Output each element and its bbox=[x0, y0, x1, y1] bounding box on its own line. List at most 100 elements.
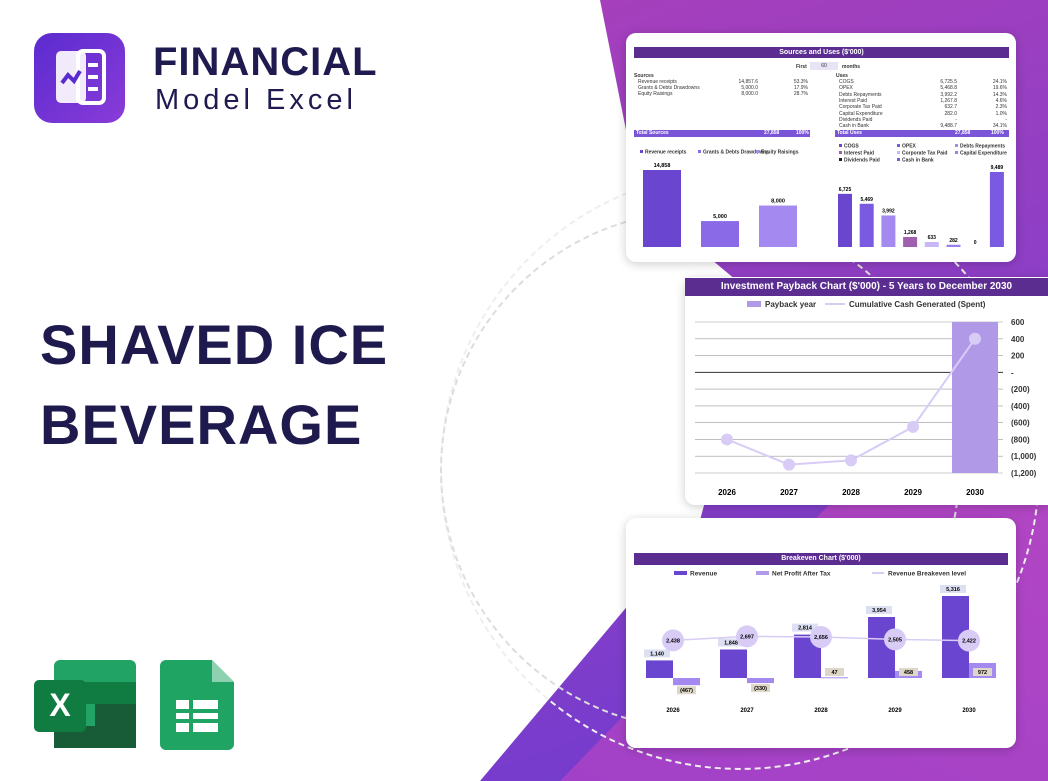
row-pct: 17.9% bbox=[793, 85, 808, 91]
y-tick-label: 200 bbox=[1011, 352, 1025, 361]
row-value: 14,857.6 bbox=[738, 79, 758, 85]
data-label: 633 bbox=[928, 235, 937, 241]
row-label: Equity Raisings bbox=[638, 91, 673, 97]
total-label: Total Uses bbox=[837, 130, 862, 136]
data-point bbox=[783, 458, 795, 471]
row-pct: 19.6% bbox=[992, 85, 1007, 92]
data-label: 5,316 bbox=[946, 587, 960, 593]
sources-heading: Sources bbox=[634, 73, 654, 79]
x-tick-label: 2029 bbox=[888, 708, 902, 714]
label-box bbox=[825, 668, 844, 676]
row-pct: 24.1% bbox=[992, 79, 1007, 85]
bar bbox=[701, 221, 739, 247]
bar bbox=[924, 241, 939, 247]
row-label: Capital Expenditure bbox=[839, 110, 883, 117]
y-tick-label: 400 bbox=[1011, 335, 1025, 344]
row-label: Dividends Paid bbox=[839, 116, 873, 123]
y-tick-label: - bbox=[1011, 368, 1014, 377]
legend-swatch bbox=[955, 144, 958, 147]
bar bbox=[903, 236, 918, 247]
profit-bar bbox=[821, 677, 848, 679]
bar bbox=[643, 170, 681, 247]
row-label: COGS bbox=[839, 79, 854, 85]
data-label: 458 bbox=[904, 670, 913, 676]
legend-swatch bbox=[640, 150, 643, 153]
legend-label: Grants & Debts Drawdowns bbox=[703, 150, 769, 156]
revenue-bar bbox=[646, 660, 673, 678]
legend-label: Debts Repayments bbox=[960, 144, 1005, 150]
data-label: 1,848 bbox=[724, 640, 738, 646]
total-pct: 100% bbox=[991, 130, 1004, 136]
row-pct: 53.3% bbox=[793, 79, 808, 85]
y-tick-label: (1,000) bbox=[1011, 452, 1037, 461]
bar bbox=[989, 172, 1004, 247]
breakeven-point bbox=[810, 626, 832, 649]
legend-swatch bbox=[955, 151, 958, 154]
bar bbox=[946, 244, 961, 247]
sources-chart: Revenue receipts Grants & Debts Drawdowns… bbox=[640, 144, 1007, 247]
row-value: 282.0 bbox=[944, 110, 957, 117]
label-box bbox=[751, 684, 770, 693]
legend-label: Net Profit After Tax bbox=[772, 571, 831, 578]
breakeven-point bbox=[736, 625, 758, 648]
breakeven-point bbox=[884, 628, 906, 651]
x-tick-label: 2026 bbox=[718, 488, 736, 497]
data-label: 2,422 bbox=[962, 639, 976, 645]
legend-label: Cash in Bank bbox=[902, 158, 934, 164]
months-input[interactable]: 60 bbox=[810, 62, 838, 70]
data-label: 3,954 bbox=[872, 608, 887, 614]
x-tick-label: 2026 bbox=[666, 708, 680, 714]
bar bbox=[759, 205, 797, 247]
data-label: 3,992 bbox=[882, 208, 895, 214]
row-label: Corporate Tax Paid bbox=[839, 104, 882, 111]
legend-swatch bbox=[897, 151, 900, 154]
label-box bbox=[677, 686, 696, 695]
row-value: 6,725.5 bbox=[940, 79, 957, 85]
legend-label: Cumulative Cash Generated (Spent) bbox=[849, 300, 986, 309]
x-tick-label: 2029 bbox=[904, 488, 922, 497]
row-value: 632.7 bbox=[944, 104, 957, 111]
row-pct: 34.1% bbox=[992, 123, 1007, 130]
data-label: 0 bbox=[974, 240, 977, 246]
label-box bbox=[940, 585, 966, 593]
profit-bar bbox=[747, 678, 774, 684]
payback-bar bbox=[952, 322, 998, 473]
data-label: (467) bbox=[680, 688, 693, 694]
y-tick-label: 600 bbox=[1011, 318, 1025, 327]
breakeven-point bbox=[958, 629, 980, 652]
data-label: 47 bbox=[831, 670, 837, 676]
legend-swatch bbox=[839, 144, 842, 147]
excel-icon: X bbox=[34, 660, 136, 755]
row-value: - bbox=[955, 116, 957, 123]
data-label: 2,656 bbox=[814, 635, 828, 641]
label-box bbox=[899, 668, 918, 676]
data-label: 5,000 bbox=[713, 214, 727, 220]
total-pct: 100% bbox=[796, 130, 809, 136]
y-tick-label: (600) bbox=[1011, 419, 1030, 428]
row-label: Grants & Debts Drawdowns bbox=[638, 85, 700, 91]
row-value: 3,992.2 bbox=[940, 91, 957, 98]
row-label: OPEX bbox=[839, 85, 853, 92]
row-label: Debts Repayments bbox=[839, 91, 882, 98]
row-pct: 14.3% bbox=[992, 91, 1007, 98]
x-tick-label: 2028 bbox=[814, 708, 828, 714]
total-sources-row: Total Sources 27,858 100% bbox=[634, 130, 810, 137]
card-title: Sources and Uses ($'000) bbox=[634, 47, 1009, 58]
y-tick-label: (200) bbox=[1011, 385, 1030, 394]
data-label: 972 bbox=[978, 670, 987, 676]
chart-title: Breakeven Chart ($'000) bbox=[634, 553, 1008, 565]
bar bbox=[881, 215, 896, 247]
cumulative-line bbox=[726, 338, 976, 466]
legend-swatch bbox=[897, 158, 900, 161]
x-tick-label: 2027 bbox=[740, 708, 754, 714]
financial-model-logo-icon bbox=[34, 33, 125, 123]
svg-text:X: X bbox=[49, 687, 71, 723]
legend-swatch bbox=[747, 301, 761, 307]
x-tick-label: 2030 bbox=[962, 708, 976, 714]
data-label: 2,697 bbox=[740, 634, 754, 640]
row-pct: 28.7% bbox=[793, 91, 808, 97]
legend-swatch bbox=[839, 158, 842, 161]
row-pct: 2.3% bbox=[995, 104, 1007, 111]
row-value: 8,000.0 bbox=[741, 91, 758, 97]
breakeven-chart-card: Breakeven Chart ($'000) Revenue Net Profi… bbox=[626, 518, 1016, 748]
